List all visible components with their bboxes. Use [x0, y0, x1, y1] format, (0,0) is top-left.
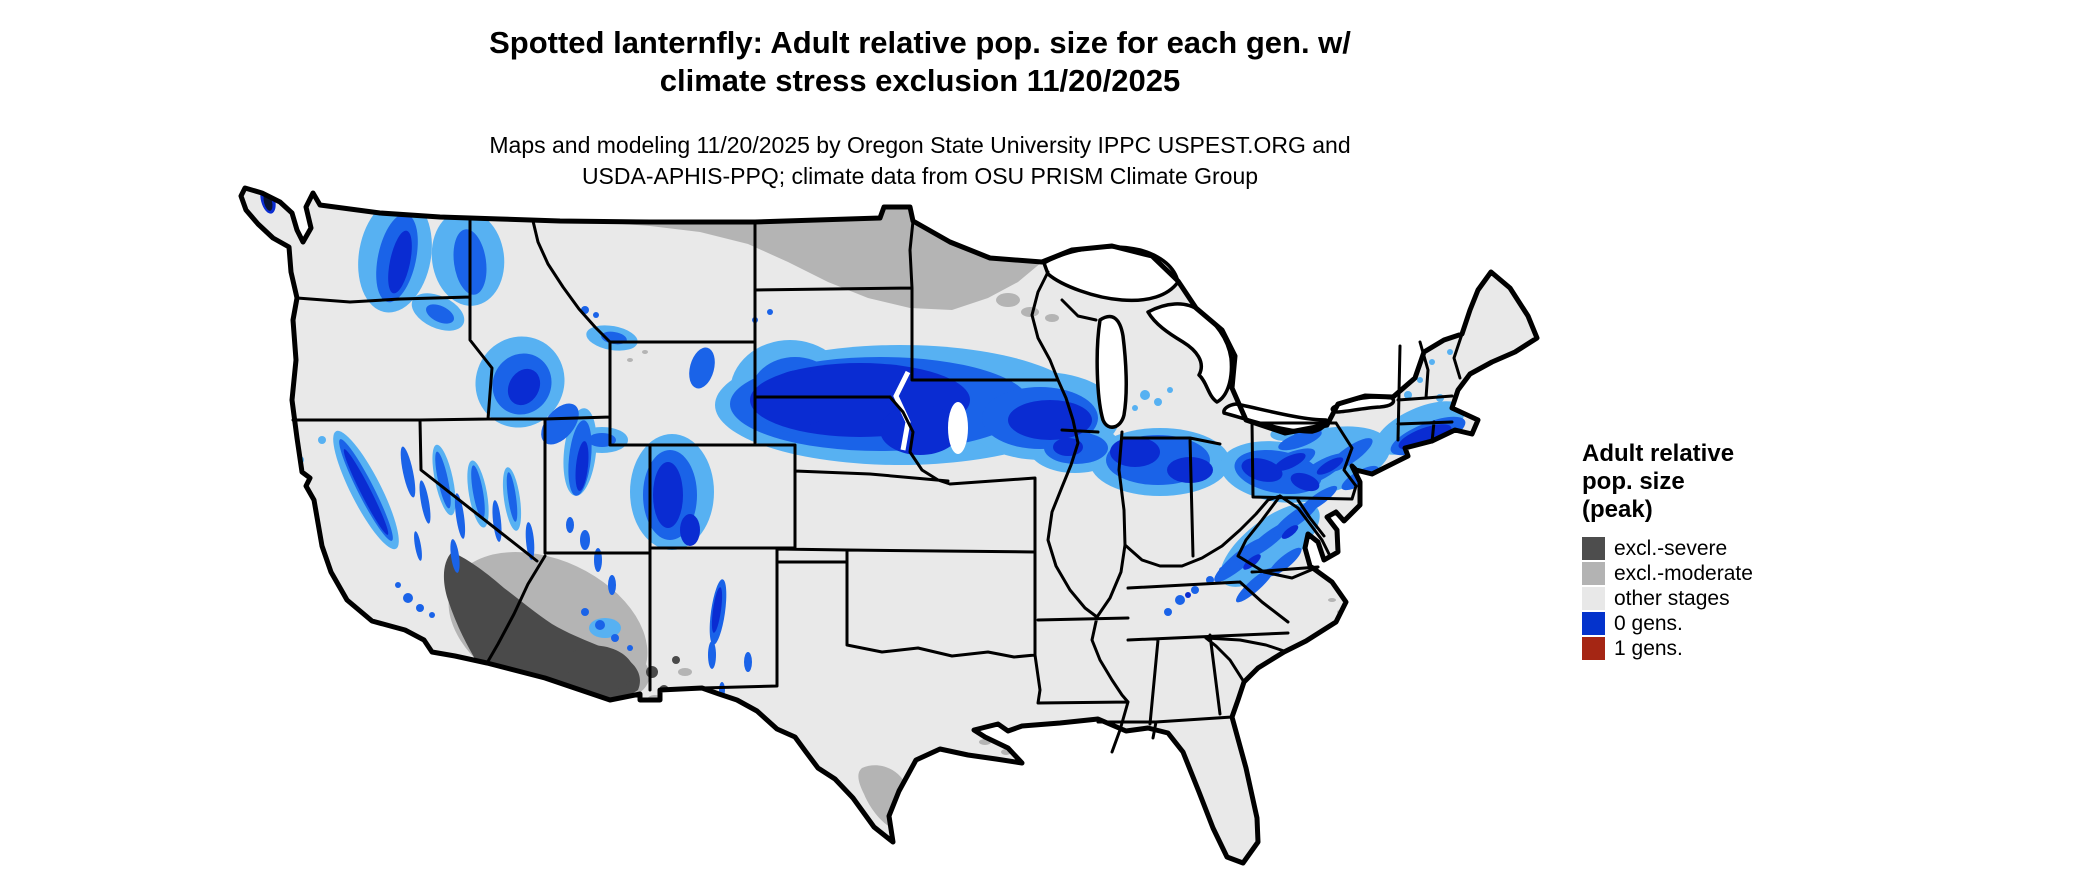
legend-swatch-zero-gens	[1582, 612, 1605, 635]
legend-title-line1: Adult relative	[1582, 440, 1735, 467]
lake-erie	[1222, 402, 1329, 434]
legend-swatch-other-stages	[1582, 587, 1605, 610]
header: Spotted lanternfly: Adult relative pop. …	[240, 0, 1600, 192]
legend-title-line2: pop. size	[1582, 468, 1685, 495]
page-title-line2: climate stress exclusion 11/20/2025	[659, 63, 1181, 98]
legend-item-excl-moderate: excl.-moderate	[1582, 561, 1842, 586]
legend-swatch-one-gens	[1582, 637, 1605, 660]
legend-label: 0 gens.	[1614, 612, 1683, 635]
legend-label: excl.-severe	[1614, 537, 1728, 560]
page-subtitle-line1: Maps and modeling 11/20/2025 by Oregon S…	[489, 132, 1351, 158]
legend: Adult relative pop. size (peak) excl.-se…	[1582, 440, 1842, 661]
legend-title: Adult relative pop. size (peak)	[1582, 440, 1842, 524]
legend-items: excl.-severe excl.-moderate other stages…	[1582, 536, 1842, 661]
legend-title-line3: (peak)	[1582, 496, 1653, 523]
map-national-border	[238, 185, 1540, 866]
lake-michigan	[1095, 314, 1128, 429]
map-state-borders	[291, 216, 1464, 754]
page-title-line1: Spotted lanternfly: Adult relative pop. …	[489, 25, 1351, 60]
legend-swatch-excl-moderate	[1582, 562, 1605, 585]
legend-item-excl-severe: excl.-severe	[1582, 536, 1842, 561]
legend-label: other stages	[1614, 587, 1730, 610]
legend-item-other-stages: other stages	[1582, 586, 1842, 611]
page-subtitle-line2: USDA-APHIS-PPQ; climate data from OSU PR…	[581, 163, 1259, 189]
legend-label: 1 gens.	[1614, 637, 1683, 660]
legend-label: excl.-moderate	[1614, 562, 1753, 585]
legend-item-one-gens: 1 gens.	[1582, 636, 1842, 661]
legend-item-zero-gens: 0 gens.	[1582, 611, 1842, 636]
legend-swatch-excl-severe	[1582, 537, 1605, 560]
